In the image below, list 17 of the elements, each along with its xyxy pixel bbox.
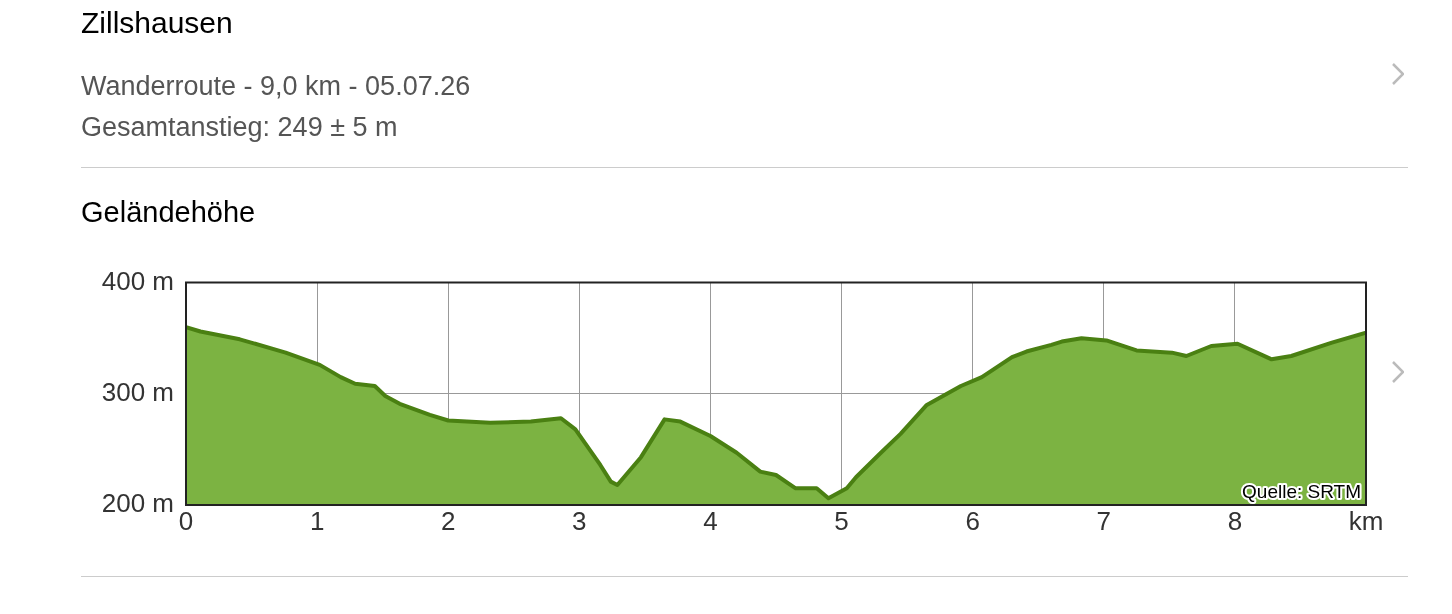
x-tick-label: 4 [703, 505, 718, 536]
x-tick-label: 1 [309, 505, 325, 536]
x-tick-label: 3 [572, 505, 587, 536]
x-tick-label: km [1348, 505, 1384, 536]
y-axis-title: Geländehöhe [81, 196, 256, 229]
y-tick-label: 400 m [101, 265, 174, 296]
x-tick-label: 0 [178, 505, 194, 536]
annotation: Quelle: SRTM [1242, 480, 1361, 502]
x-tick-label: 6 [965, 505, 980, 536]
y-tick-label: 200 m [101, 488, 174, 519]
y-tick-label: 300 m [101, 376, 174, 407]
x-tick-label: 5 [834, 505, 849, 536]
x-tick-label: 8 [1227, 505, 1243, 536]
x-tick-label: 2 [440, 505, 456, 536]
chart-subtitle: Wanderroute - 9,0 km - 05.07.26 Gesamtanstieg: 249 ± 5 m [81, 70, 471, 144]
x-tick-label: 7 [1096, 505, 1112, 536]
chart-title: Zillshausen [81, 6, 233, 40]
